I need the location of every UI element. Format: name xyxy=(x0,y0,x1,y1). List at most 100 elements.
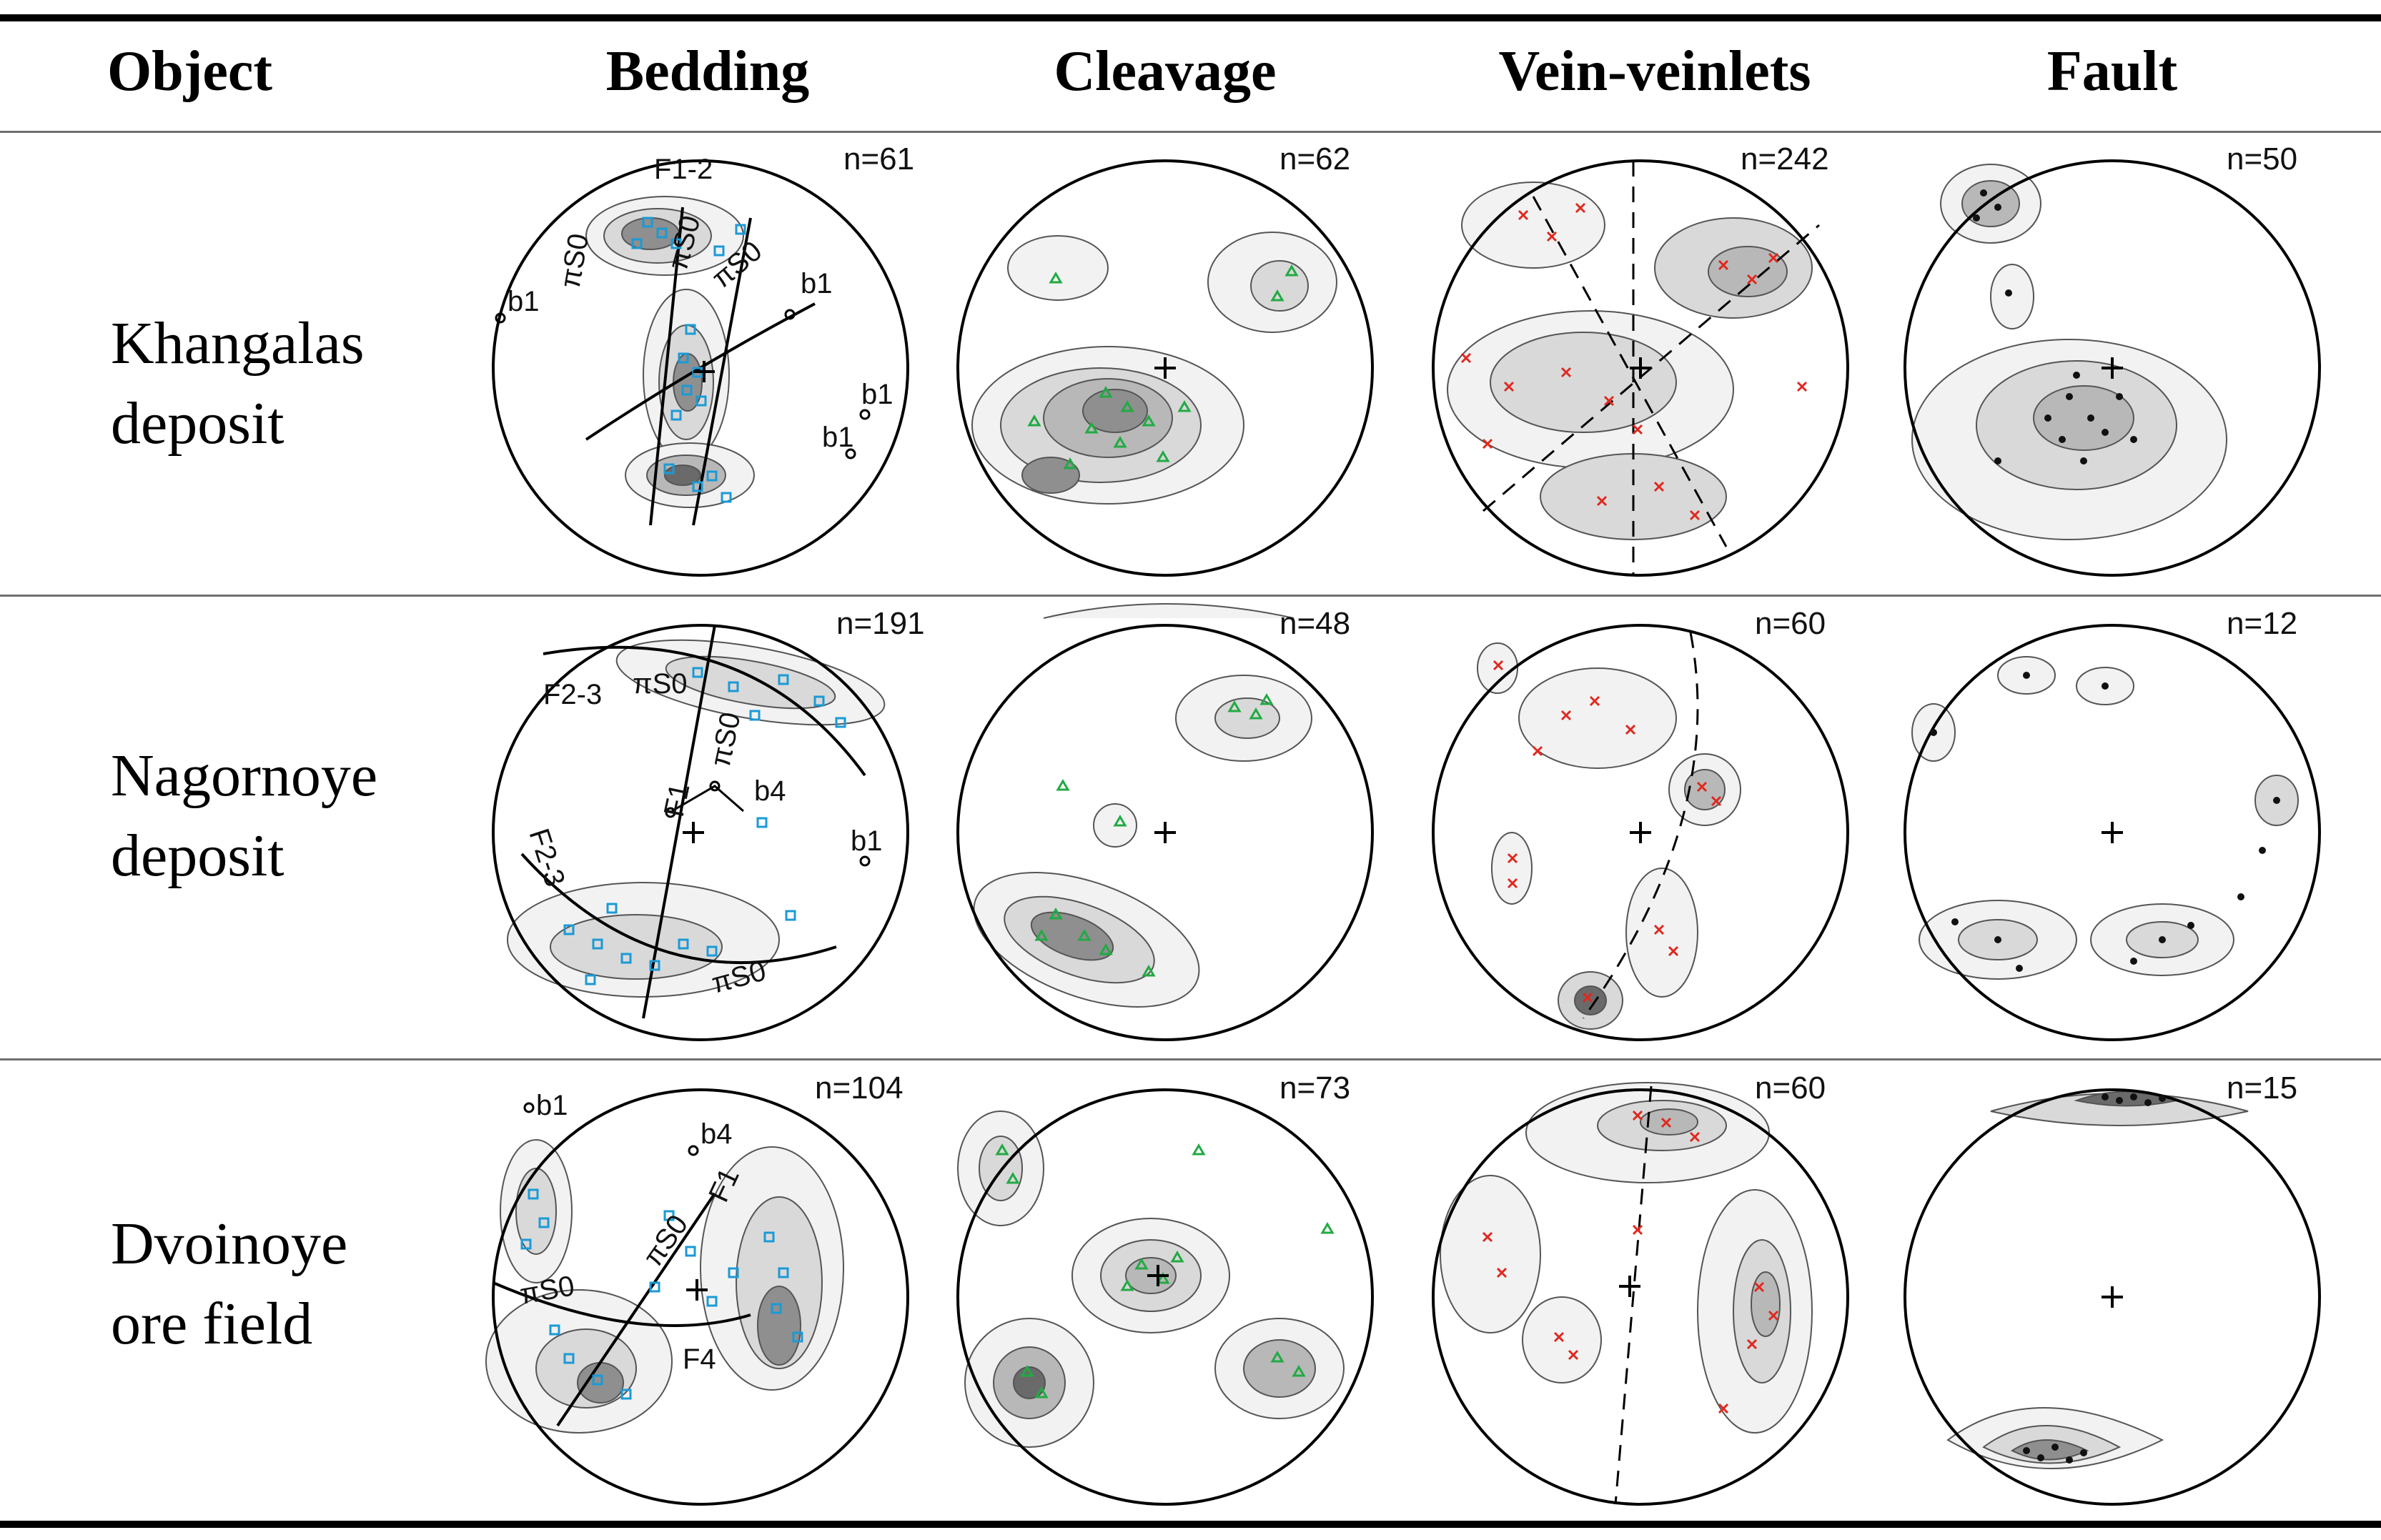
row-label-dvoinoye: Dvoinoye ore field xyxy=(111,1204,511,1364)
b-axis-markers xyxy=(523,1102,699,1156)
great-circle-line xyxy=(642,625,716,1019)
bottom-rule xyxy=(0,1521,2381,1528)
dashed-great-circle xyxy=(1532,196,1728,547)
row-label-nagornoye: Nagornoye deposit xyxy=(111,736,511,896)
stereonet-dvoinoye-bedding: n=104 b1 b4 πS0 F1 πS0 F4 xyxy=(479,1068,929,1511)
b-axis-label: b4 xyxy=(754,775,786,807)
fold-label: F1 xyxy=(658,780,696,820)
primitive-circle xyxy=(1432,1088,1849,1506)
sample-count: n=48 xyxy=(1279,606,1350,641)
b-axis-label: b4 xyxy=(701,1118,733,1150)
contour-group xyxy=(1477,642,1741,1030)
dashed-great-circle xyxy=(1582,632,1699,1019)
fault-markers xyxy=(2023,1093,2166,1464)
row-label-khangalas: Khangalas deposit xyxy=(111,304,511,464)
stereonet-svg: n=48 xyxy=(956,603,1374,1041)
header-rule xyxy=(0,131,2381,133)
fault-markers xyxy=(1973,189,2137,465)
primitive-circle xyxy=(492,624,909,1041)
vein-markers xyxy=(1493,660,1722,1003)
b-axis-label: b1 xyxy=(508,286,540,317)
header-fault: Fault xyxy=(2046,40,2178,103)
b-axis-label: b1 xyxy=(861,379,894,410)
b-axis-label: b1 xyxy=(536,1090,568,1121)
header-bedding: Bedding xyxy=(605,40,810,103)
stereonet-svg: n=62 xyxy=(956,141,1374,577)
stereonet-khangalas-cleavage: n=62 xyxy=(944,139,1394,582)
center-cross xyxy=(2102,822,2123,843)
b-axis-connector xyxy=(671,785,744,813)
row-label-line1: Khangalas xyxy=(111,310,365,377)
sample-count: n=15 xyxy=(2227,1070,2297,1106)
stereonet-dvoinoye-vein: n=60 xyxy=(1419,1068,1869,1511)
sample-count: n=73 xyxy=(1279,1070,1350,1106)
great-circle-line xyxy=(543,645,866,777)
primitive-circle xyxy=(1904,159,2321,577)
stereonet-nagornoye-fault: n=12 xyxy=(1891,604,2341,1047)
b-axis-label: b1 xyxy=(851,825,883,857)
pole-label: πS0 xyxy=(637,1209,694,1272)
b-axis-label: b1 xyxy=(822,422,854,453)
stereonet-khangalas-fault: n=50 xyxy=(1891,139,2341,582)
sample-count: n=242 xyxy=(1741,141,1829,177)
center-cross xyxy=(2102,357,2123,379)
pole-label: πS0 xyxy=(705,710,747,770)
row-label-line1: Nagornoye xyxy=(111,742,378,809)
great-circle-line xyxy=(692,217,752,526)
stereonet-nagornoye-vein: n=60 xyxy=(1419,604,1869,1047)
stereonet-nagornoye-bedding: n=191 F2-3 πS0 πS0 F1 b4 b1 F2-3 πS0 xyxy=(479,604,929,1047)
contour-group xyxy=(1946,1091,2249,1469)
contour-group xyxy=(1447,182,1813,540)
contour-group xyxy=(971,232,1337,505)
center-cross xyxy=(1154,822,1176,843)
stereonet-svg: n=191 F2-3 πS0 πS0 F1 b4 b1 F2-3 πS0 xyxy=(492,606,925,1041)
pole-label: πS0 xyxy=(555,232,595,291)
dashed-great-circle xyxy=(1614,1086,1653,1505)
b-axis-label: b1 xyxy=(801,268,833,299)
primitive-circle xyxy=(1904,624,2321,1041)
contour-group xyxy=(485,1139,844,1434)
sample-count: n=60 xyxy=(1755,606,1826,641)
row-divider-1 xyxy=(0,595,2381,597)
primitive-circle xyxy=(1432,624,1849,1041)
great-circle-line xyxy=(649,207,684,526)
center-cross xyxy=(1619,1276,1640,1297)
contour-group xyxy=(507,639,886,998)
primitive-circle xyxy=(956,159,1374,577)
fault-markers xyxy=(1930,672,2280,972)
row-label-line2: ore field xyxy=(111,1291,313,1357)
stereonet-svg: n=50 xyxy=(1904,141,2321,577)
b-axis-markers xyxy=(495,309,871,459)
fold-label: F2-3 xyxy=(523,825,570,890)
primitive-circle xyxy=(956,624,1374,1041)
sample-count: n=12 xyxy=(2227,606,2297,641)
stereonet-dvoinoye-fault: n=15 xyxy=(1891,1068,2341,1511)
stereonet-svg: n=104 b1 b4 πS0 F1 πS0 F4 xyxy=(485,1070,909,1506)
cleavage-markers xyxy=(1027,264,1299,470)
great-circle-line xyxy=(492,1281,751,1327)
header-cleavage: Cleavage xyxy=(1054,40,1277,103)
primitive-circle xyxy=(1904,1088,2321,1506)
center-cross xyxy=(1630,357,1651,379)
center-cross xyxy=(683,822,704,843)
center-cross xyxy=(1630,822,1651,843)
header-object: Object xyxy=(107,40,273,103)
fold-label: F2-3 xyxy=(543,679,602,710)
center-cross xyxy=(1154,357,1176,379)
vein-markers xyxy=(1482,1110,1779,1414)
fold-label: F1-2 xyxy=(654,154,713,185)
center-cross xyxy=(1147,1265,1169,1286)
center-cross xyxy=(686,1279,708,1301)
stereonet-svg: n=60 xyxy=(1432,1070,1849,1506)
stereonet-svg: n=242 xyxy=(1432,141,1849,577)
great-circle-line xyxy=(520,853,837,965)
vein-markers xyxy=(1460,202,1808,521)
contour-group xyxy=(1911,656,2299,980)
sample-count: n=61 xyxy=(843,141,914,177)
b-axis-markers xyxy=(665,780,871,867)
primitive-circle xyxy=(492,1088,909,1506)
cleavage-markers xyxy=(1034,693,1274,977)
primitive-circle xyxy=(492,159,909,577)
cleavage-markers xyxy=(995,1143,1335,1399)
